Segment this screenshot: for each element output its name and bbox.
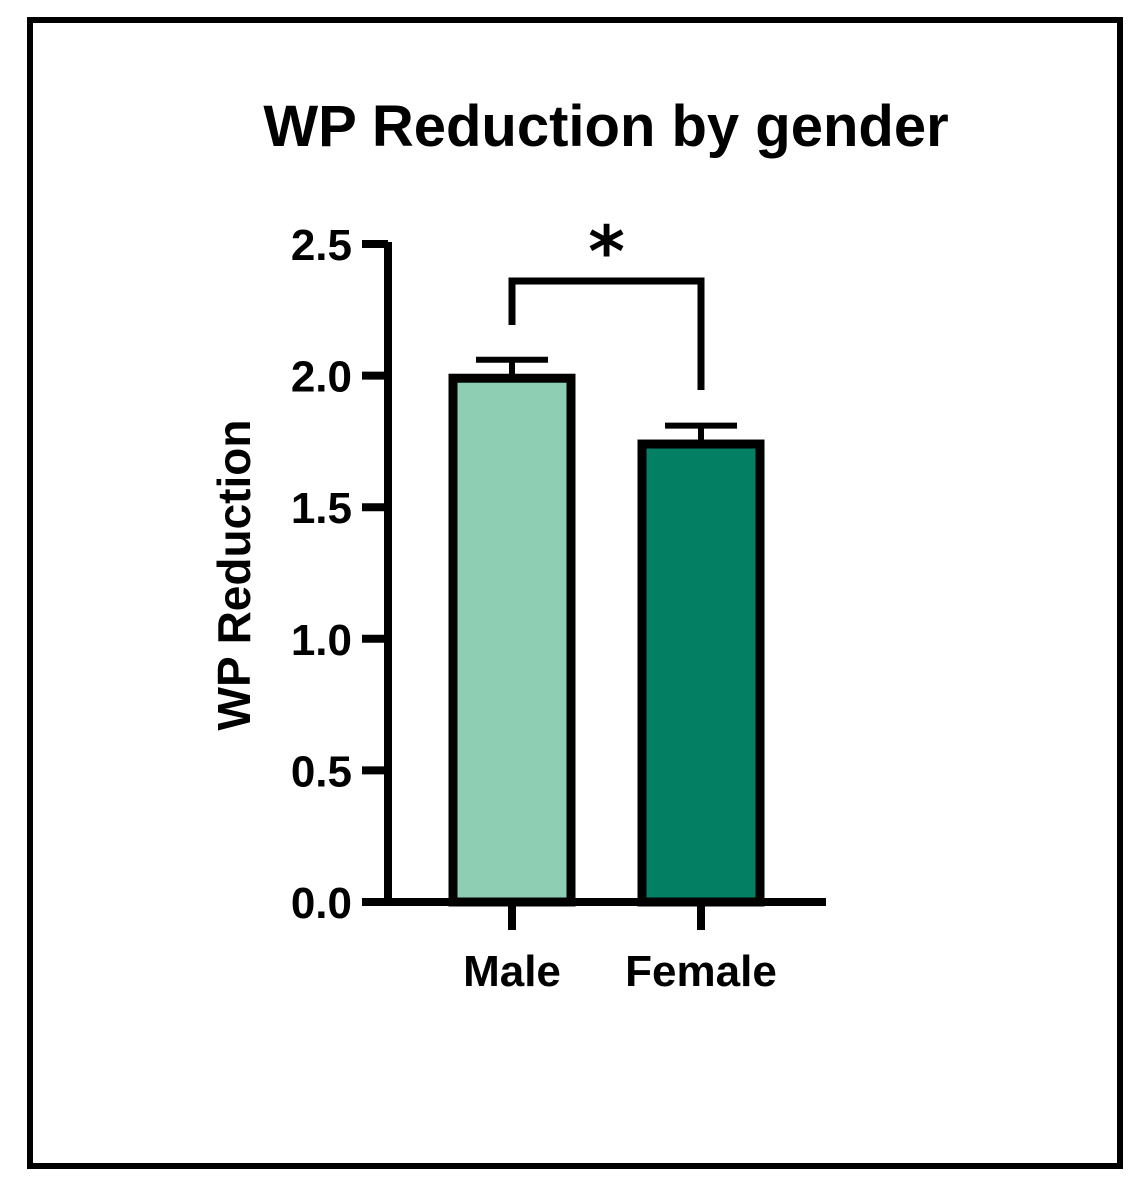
bars [448,356,765,907]
x-tick-label: Female [625,947,777,996]
significance-label: * [588,211,625,293]
y-tick-label: 2.5 [291,221,352,270]
y-tick-label: 1.5 [291,484,352,533]
bar-female [637,439,765,907]
bar-male [448,373,576,907]
y-tick-label: 1.0 [291,616,352,665]
chart-title: WP Reduction by gender [263,94,948,159]
y-tick-label: 0.0 [291,879,352,928]
significance-annotation: * [508,211,705,390]
y-axis-label: WP Reduction [208,420,260,731]
y-tick-label: 2.0 [291,353,352,402]
x-tick-label: Male [463,947,561,996]
significance-bracket [508,277,705,390]
y-tick-label: 0.5 [291,747,352,796]
